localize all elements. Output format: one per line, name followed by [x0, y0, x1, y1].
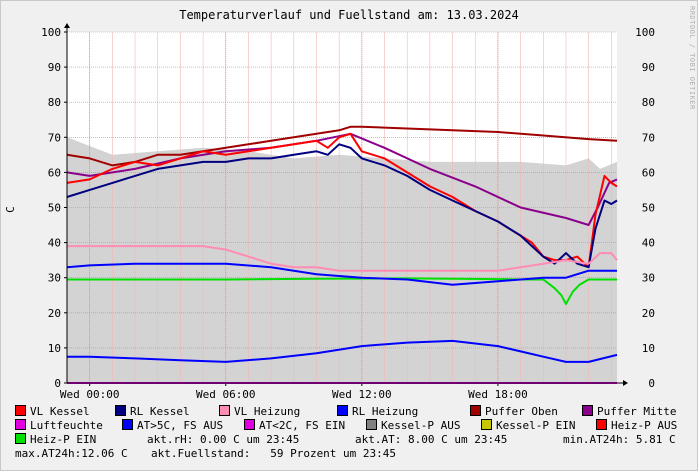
- y-tick-label-right: 0: [648, 377, 655, 390]
- series-line-heiz-p-ein: [67, 277, 617, 305]
- series-line-rl-heizung-unten: [67, 339, 618, 363]
- legend-swatch: [244, 419, 255, 430]
- legend-item-vl-kessel: VL Kessel: [15, 405, 90, 418]
- legend-swatch: [481, 419, 492, 430]
- y-tick-label: 70: [48, 131, 61, 144]
- x-axis-arrow: [623, 380, 628, 386]
- series-line-puffer-mitte: [66, 132, 618, 226]
- y-tick-label: 50: [48, 202, 61, 215]
- y-tick-label: 100: [41, 26, 61, 39]
- legend-label: Luftfeuchte: [30, 419, 103, 432]
- legend-item-luftfeuchte: Luftfeuchte: [15, 419, 103, 432]
- legend-item-rl-heizung: RL Heizung: [337, 405, 418, 418]
- current-humidity: akt.rH: 0.00 C um 23:45: [147, 433, 300, 446]
- legend: VL Kessel RL Kessel VL Heizung RL Heizun…: [0, 404, 698, 468]
- legend-item-kessel-p-aus: Kessel-P AUS: [366, 419, 460, 432]
- chart-plot: 0 0 10 10 20 20 30 30 40 40 50 50 60 60 70 70 80 80 90 90 10…: [41, 23, 655, 400]
- legend-swatch: [470, 405, 481, 416]
- legend-label: Heiz-P AUS: [611, 419, 678, 432]
- legend-swatch: [15, 433, 26, 444]
- legend-label: RL Kessel: [130, 405, 190, 418]
- current-fill-level: akt.Fuellstand: 59 Prozent um 23:45: [151, 447, 397, 460]
- y-tick-label: 80: [48, 96, 61, 109]
- y-axis-arrow: [64, 23, 70, 28]
- legend-swatch: [15, 405, 26, 416]
- series-line-puffer-oben: [66, 125, 618, 167]
- legend-swatch: [122, 419, 133, 430]
- current-outdoor-temp: akt.AT: 8.00 C um 23:45: [355, 433, 508, 446]
- y-tick-label: 0: [54, 377, 61, 390]
- y-tick-label: 10: [48, 342, 61, 355]
- y-tick-label-right: 100: [635, 26, 655, 39]
- legend-swatch: [337, 405, 348, 416]
- legend-swatch: [219, 405, 230, 416]
- y-tick-label-right: 20: [642, 307, 655, 320]
- legend-label: Puffer Oben: [485, 405, 558, 418]
- series-line-rl-heizung: [66, 262, 617, 286]
- x-tick-label: Wed 12:00: [332, 388, 392, 400]
- y-tick-label-right: 60: [642, 166, 655, 179]
- legend-label: AT>5C, FS AUS: [137, 419, 224, 432]
- rrdtool-watermark: RRDTOOL / TOBI OETIKER: [688, 6, 696, 110]
- legend-item-puffer-mitte: Puffer Mitte: [582, 405, 676, 418]
- legend-item-vl-heizung: VL Heizung: [219, 405, 300, 418]
- x-tick-label: Wed 00:00: [60, 388, 120, 400]
- y-tick-label-right: 90: [642, 61, 655, 74]
- legend-swatch: [582, 405, 593, 416]
- legend-item-at-below-2: AT<2C, FS EIN: [244, 419, 345, 432]
- legend-item-rl-kessel: RL Kessel: [115, 405, 190, 418]
- y-tick-label: 30: [48, 272, 61, 285]
- fill-level-area: [67, 137, 617, 383]
- legend-label: AT<2C, FS EIN: [259, 419, 346, 432]
- legend-label: RL Heizung: [352, 405, 419, 418]
- legend-item-heiz-p-ein: Heiz-P EIN: [15, 433, 96, 446]
- legend-swatch: [596, 419, 607, 430]
- y-tick-label-right: 10: [642, 342, 655, 355]
- max-outdoor-temp: max.AT24h:12.06 C: [15, 447, 128, 460]
- legend-swatch: [115, 405, 126, 416]
- y-tick-label: 20: [48, 307, 61, 320]
- legend-label: VL Kessel: [30, 405, 90, 418]
- legend-swatch: [366, 419, 377, 430]
- series-line-vl-kessel: [66, 132, 618, 269]
- legend-label: Heiz-P EIN: [30, 433, 97, 446]
- y-tick-label-right: 40: [642, 237, 655, 250]
- legend-item-puffer-oben: Puffer Oben: [470, 405, 558, 418]
- legend-swatch: [15, 419, 26, 430]
- legend-label: Kessel-P EIN: [496, 419, 576, 432]
- x-tick-label: Wed 06:00: [196, 388, 256, 400]
- y-tick-label-right: 30: [642, 272, 655, 285]
- y-tick-label: 40: [48, 237, 61, 250]
- y-tick-label: 90: [48, 61, 61, 74]
- min-outdoor-temp: min.AT24h: 5.81 C: [563, 433, 676, 446]
- chart-title: Temperaturverlauf und Fuellstand am: 13.…: [179, 8, 519, 22]
- series-line-vl-heizung: [67, 245, 618, 272]
- legend-label: Kessel-P AUS: [381, 419, 461, 432]
- y-tick-label: 60: [48, 166, 61, 179]
- legend-label: Puffer Mitte: [597, 405, 677, 418]
- y-tick-label-right: 50: [642, 202, 655, 215]
- legend-item-heiz-p-aus: Heiz-P AUS: [596, 419, 677, 432]
- legend-label: VL Heizung: [234, 405, 301, 418]
- legend-item-at-above-5: AT>5C, FS AUS: [122, 419, 223, 432]
- legend-item-kessel-p-ein: Kessel-P EIN: [481, 419, 575, 432]
- y-tick-label-right: 70: [642, 131, 655, 144]
- x-tick-label: Wed 18:00: [468, 388, 528, 400]
- series-line-rl-kessel: [66, 143, 618, 269]
- y-tick-label-right: 80: [642, 96, 655, 109]
